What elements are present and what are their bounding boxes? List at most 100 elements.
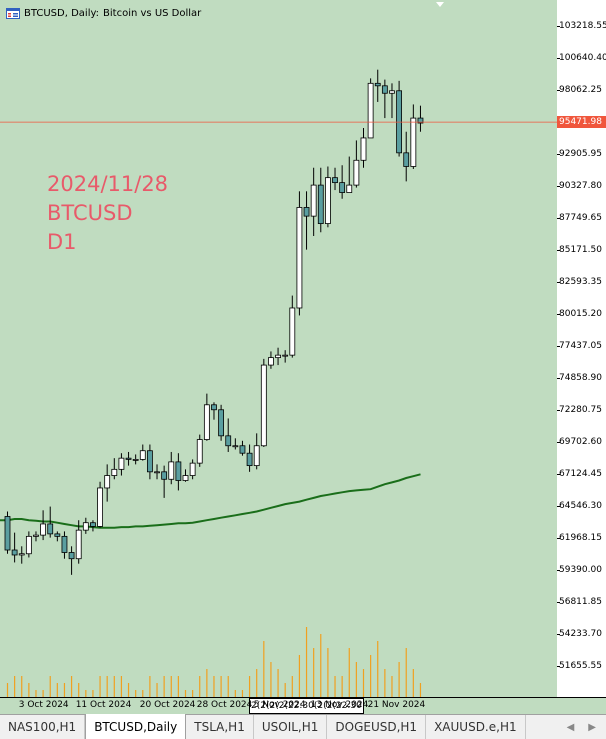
candle-body xyxy=(260,364,267,447)
price-label: 74858.90 xyxy=(559,373,602,383)
candle-body xyxy=(268,357,274,366)
candle-body xyxy=(253,445,260,467)
candle-body xyxy=(225,435,232,447)
scroll-left-icon[interactable]: ◀ xyxy=(566,721,575,733)
candle-body xyxy=(68,552,75,560)
price-axis[interactable]: 103218.55 100640.40 98062.25 92905.95 90327.… xyxy=(557,0,606,697)
candle-body xyxy=(175,461,182,481)
watermark-symbol: BTCUSD xyxy=(47,201,133,225)
tab-btcusd-daily[interactable]: BTCUSD,Daily xyxy=(85,714,187,739)
time-label: 11 Oct 2024 xyxy=(75,700,132,710)
price-label: 92905.95 xyxy=(559,149,602,159)
time-overlap-label: 2(2(2(2(22:30(2(2(22:30 xyxy=(249,698,364,714)
price-tick xyxy=(557,474,560,475)
price-label: 82593.35 xyxy=(559,277,602,287)
candle-body xyxy=(410,117,417,167)
candle-body xyxy=(11,549,18,556)
watermark-timeframe: D1 xyxy=(47,230,77,254)
volume-bars xyxy=(6,627,422,697)
candle-body xyxy=(125,457,132,460)
candle-body xyxy=(374,82,381,87)
candle-body xyxy=(104,475,111,489)
tab-nas100-h1[interactable]: NAS100,H1 xyxy=(0,715,86,739)
candle-body xyxy=(132,459,139,461)
candle-body xyxy=(25,535,32,555)
chart-title: BTCUSD, Daily: Bitcoin vs US Dollar xyxy=(6,6,201,20)
candle-body xyxy=(111,468,118,476)
candle-body xyxy=(324,177,331,224)
candle-body xyxy=(168,461,175,480)
candle-body xyxy=(317,184,324,224)
time-axis[interactable]: 2(2(2(2(22:30(2(2(22:30 3 Oct 2024 11 Oct… xyxy=(0,697,606,715)
price-tick xyxy=(557,378,560,379)
price-label: 80015.20 xyxy=(559,309,602,319)
price-tick xyxy=(557,570,560,571)
time-label: 5 Nov 2024 xyxy=(253,700,306,710)
time-label: 20 Oct 2024 xyxy=(139,700,196,710)
candle-body xyxy=(146,450,153,473)
chart-area[interactable]: BTCUSD, Daily: Bitcoin vs US Dollar 2024… xyxy=(0,0,558,697)
tab-scroll-controls: ◀ ▶ xyxy=(557,715,606,739)
candle-body xyxy=(4,516,11,551)
price-tick xyxy=(557,634,560,635)
price-tick xyxy=(557,218,560,219)
price-label: 61968.15 xyxy=(559,533,602,543)
price-tick xyxy=(557,538,560,539)
candle-body xyxy=(33,534,39,537)
price-tick xyxy=(557,186,560,187)
candle-body xyxy=(282,354,289,357)
candle-body xyxy=(232,445,239,448)
candle-body xyxy=(182,475,189,481)
candle-body xyxy=(54,533,61,537)
time-label: 13 Nov 2024 xyxy=(310,700,369,710)
moving-average xyxy=(0,473,421,529)
scroll-right-icon[interactable]: ▶ xyxy=(588,721,596,733)
time-label: 28 Oct 2024 xyxy=(196,700,253,710)
candle-body xyxy=(97,487,103,527)
candle-body xyxy=(417,117,424,124)
price-label: 69702.60 xyxy=(559,437,602,447)
candle-body xyxy=(346,184,353,193)
candle-body xyxy=(239,445,246,454)
tab-dogeusd-h1[interactable]: DOGEUSD,H1 xyxy=(327,715,427,739)
candle-body xyxy=(203,404,210,440)
candle-body xyxy=(218,409,225,437)
candle-body xyxy=(310,184,317,217)
chart-description: Bitcoin vs US Dollar xyxy=(103,7,202,19)
chart-plot[interactable] xyxy=(0,0,557,697)
candle-body xyxy=(389,90,395,94)
price-label: 59390.00 xyxy=(559,565,602,575)
price-label: 103218.55 xyxy=(559,21,606,31)
watermark-date: 2024/11/28 xyxy=(47,172,169,196)
candle-body xyxy=(367,82,374,139)
watermark: 2024/11/28 BTCUSD D1 xyxy=(47,170,168,257)
price-label: 87749.65 xyxy=(559,213,602,223)
tab-tsla-h1[interactable]: TSLA,H1 xyxy=(186,715,254,739)
moving-average-line xyxy=(0,473,421,529)
price-tick xyxy=(557,410,560,411)
candle-body xyxy=(353,159,360,186)
tab-xauusd-e-h1[interactable]: XAUUSD.e,H1 xyxy=(426,715,526,739)
candle-body xyxy=(339,182,346,193)
candle-body xyxy=(40,523,46,536)
candle-body xyxy=(18,553,25,556)
price-label: 90327.80 xyxy=(559,181,602,191)
price-tick xyxy=(557,506,560,507)
candle-body xyxy=(296,207,303,309)
chart-window[interactable]: BTCUSD, Daily: Bitcoin vs US Dollar 2024… xyxy=(0,0,606,715)
dropdown-arrow-icon[interactable] xyxy=(436,2,444,7)
price-label: 67124.45 xyxy=(559,469,602,479)
candle-body xyxy=(332,177,338,184)
price-label: 54233.70 xyxy=(559,629,602,639)
price-tick xyxy=(557,666,560,667)
price-tick xyxy=(557,58,560,59)
candle-body xyxy=(75,529,82,560)
price-tick xyxy=(557,26,560,27)
candle-body xyxy=(82,522,89,531)
candle-body xyxy=(61,535,68,553)
candle-body xyxy=(154,471,160,474)
candle-body xyxy=(189,462,196,476)
price-tick xyxy=(557,282,560,283)
price-tick xyxy=(557,90,560,91)
tab-usoil-h1[interactable]: USOIL,H1 xyxy=(254,715,328,739)
